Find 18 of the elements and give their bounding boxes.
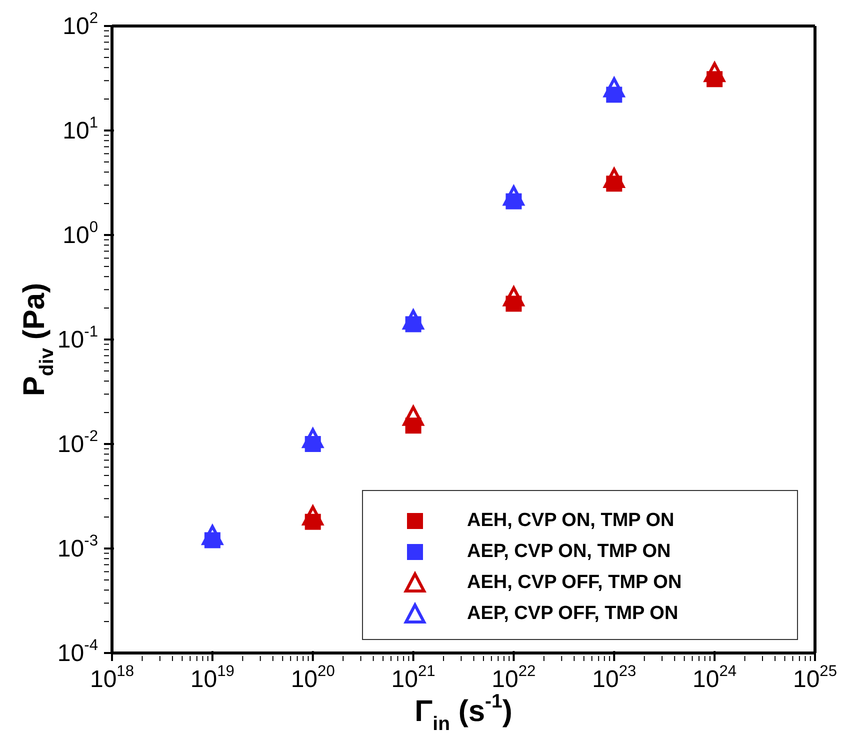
legend-label: AEH, CVP ON, TMP ON [467, 510, 674, 532]
legend-label: AEP, CVP ON, TMP ON [467, 540, 671, 562]
x-tick-label: 10$^{23}$ [592, 663, 636, 693]
y-tick-label: 10$^{-2}$ [57, 428, 98, 458]
y-tick-label: 10$^{-1}$ [57, 324, 98, 354]
y-tick-label: 10$^{0}$ [62, 219, 98, 249]
legend-label: AEP, CVP OFF, TMP ON [467, 602, 678, 624]
y-tick-label: 10$^{-3}$ [57, 532, 98, 562]
x-tick-label: 10$^{25}$ [792, 663, 838, 693]
x-tick-label: 10$^{24}$ [692, 663, 737, 693]
y-tick-label: 10$^{1}$ [62, 114, 98, 144]
legend-label: AEH, CVP OFF, TMP ON [467, 572, 682, 594]
x-tick-label: 10$^{19}$ [190, 663, 234, 693]
x-axis-title: Γ$_{in}$ (s$^{-1}$) [414, 690, 512, 735]
y-tick-label: 10$^{2}$ [62, 10, 98, 40]
x-tick-label: 10$^{22}$ [492, 663, 536, 693]
x-tick-label: 10$^{21}$ [391, 663, 436, 693]
x-tick-label: 10$^{20}$ [290, 663, 336, 693]
